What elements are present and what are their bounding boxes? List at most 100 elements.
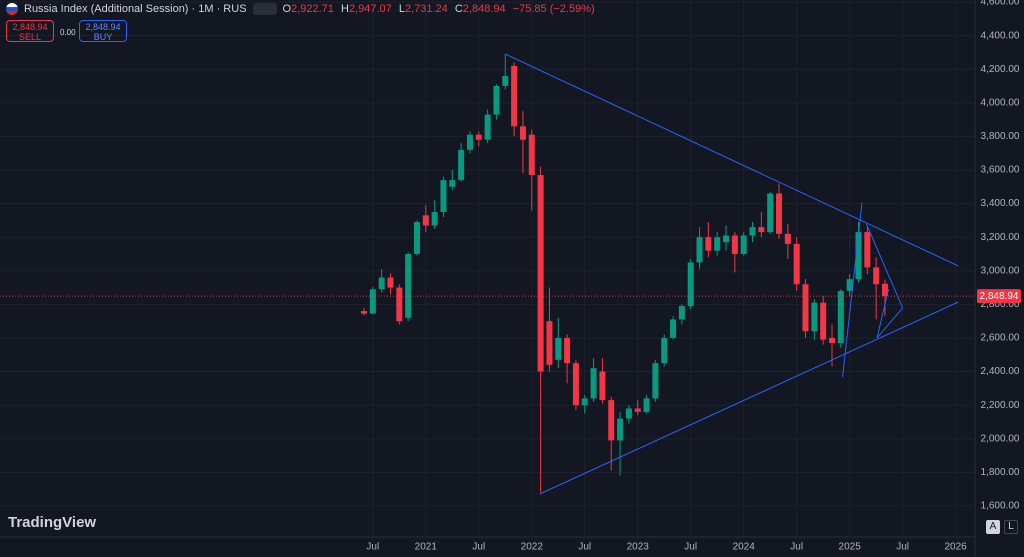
ohlc-label: O: [282, 3, 292, 15]
log-button[interactable]: L: [1004, 520, 1018, 534]
candle-body: [405, 253, 412, 318]
ohlc-value: 2,848.94: [462, 3, 506, 15]
candle-body: [625, 408, 632, 419]
trend-line: [842, 202, 863, 377]
y-tick-label: 3,600.00: [981, 165, 1020, 176]
x-tick-label: 2024: [733, 542, 756, 553]
candle-body: [475, 134, 482, 140]
candle-body: [749, 227, 756, 236]
x-tick-label: Jul: [790, 542, 803, 553]
candle-body: [643, 398, 650, 412]
candle-body: [590, 368, 597, 399]
sell-label: SELL: [18, 32, 42, 42]
candle-body: [599, 371, 606, 401]
candle-body: [466, 134, 473, 150]
trend-line: [865, 223, 904, 309]
candle-body: [740, 235, 747, 254]
x-tick-label: 2021: [415, 542, 438, 553]
ohlc-value: 2,731.24: [404, 3, 448, 15]
candle-body: [555, 337, 562, 360]
y-tick-label: 3,000.00: [981, 265, 1020, 276]
spread: 0.00: [60, 28, 76, 37]
candle-body: [608, 400, 615, 441]
candle-body: [678, 306, 685, 320]
x-tick-label: Jul: [578, 542, 591, 553]
ohlc-label: C: [454, 3, 463, 15]
sell-price: 2,848.94: [12, 22, 48, 32]
x-tick-label: 2023: [627, 542, 650, 553]
candle-body: [572, 363, 579, 406]
candle-body: [670, 319, 677, 338]
x-tick-label: Jul: [366, 542, 379, 553]
candle-body: [413, 222, 420, 254]
ohlc-label: L: [398, 3, 405, 15]
candle-body: [422, 215, 429, 226]
auto-button[interactable]: A: [986, 520, 1000, 534]
candle-body: [705, 237, 712, 251]
toggle[interactable]: [252, 3, 277, 15]
header: Russia Index (Additional Session) · 1M ·…: [6, 3, 599, 15]
candle-body: [873, 267, 880, 285]
candle-body: [564, 337, 571, 364]
candle-body: [661, 337, 668, 364]
candle-body: [361, 311, 367, 314]
candle-body: [581, 398, 588, 406]
x-tick-label: 2026: [944, 542, 967, 553]
sell-button[interactable]: 2,848.94 SELL: [6, 20, 54, 42]
candle-body: [431, 211, 438, 226]
candle-body: [396, 287, 403, 322]
y-tick-label: 3,800.00: [981, 131, 1020, 142]
candle-body: [864, 232, 871, 268]
candle-body: [767, 193, 774, 233]
y-tick-label: 2,000.00: [981, 433, 1020, 444]
candle-body: [484, 114, 491, 140]
flag: [6, 3, 18, 15]
candle-body: [546, 321, 553, 365]
x-tick-label: Jul: [896, 542, 909, 553]
candle-body: [837, 290, 844, 343]
candle-body: [758, 227, 765, 233]
candle-body: [369, 289, 376, 314]
buy-price: 2,848.94: [85, 22, 121, 32]
candle-body: [502, 75, 509, 87]
x-tick-label: 2022: [521, 542, 544, 553]
change: −75.85 (−2.59%): [512, 3, 595, 15]
candle-body: [846, 279, 853, 291]
candle-body: [820, 302, 827, 340]
trend-line: [539, 301, 959, 495]
candle-body: [776, 193, 783, 234]
candle-body: [802, 284, 809, 332]
last-price-tag: [977, 289, 1021, 304]
trend-line: [876, 289, 889, 339]
brand[interactable]: TradingView: [8, 514, 97, 531]
candle-body: [617, 418, 624, 441]
y-tick-label: 3,400.00: [981, 198, 1020, 209]
ohlc-value: 2,947.07: [348, 3, 392, 15]
ohlc-label: H: [340, 3, 349, 15]
candle-body: [696, 237, 703, 263]
candle-body: [714, 237, 721, 251]
x-tick-label: 2025: [839, 542, 862, 553]
y-tick-label: 4,200.00: [981, 64, 1020, 75]
candle-body: [881, 283, 888, 297]
trend-line: [876, 307, 904, 339]
last-price-label: 2,848.94: [980, 291, 1019, 302]
candle-body: [378, 277, 385, 290]
candle-body: [511, 65, 518, 127]
y-tick-label: 4,000.00: [981, 97, 1020, 108]
buy-button[interactable]: 2,848.94 BUY: [79, 20, 127, 42]
candle-body: [652, 363, 659, 399]
candle-body: [440, 180, 447, 212]
candle-body: [387, 277, 394, 288]
candle-body: [731, 235, 738, 254]
candle-body: [458, 149, 465, 181]
symbol-title[interactable]: Russia Index (Additional Session) · 1M ·…: [24, 3, 247, 15]
ohlc: O2,922.71 H2,947.07 L2,731.24 C2,848.94 …: [283, 3, 599, 15]
x-tick-label: Jul: [472, 542, 485, 553]
candle-body: [449, 180, 456, 187]
y-tick-label: 2,800.00: [981, 299, 1020, 310]
candle-body: [855, 232, 862, 280]
candle-body: [811, 302, 818, 332]
y-tick-label: 1,600.00: [981, 501, 1020, 512]
